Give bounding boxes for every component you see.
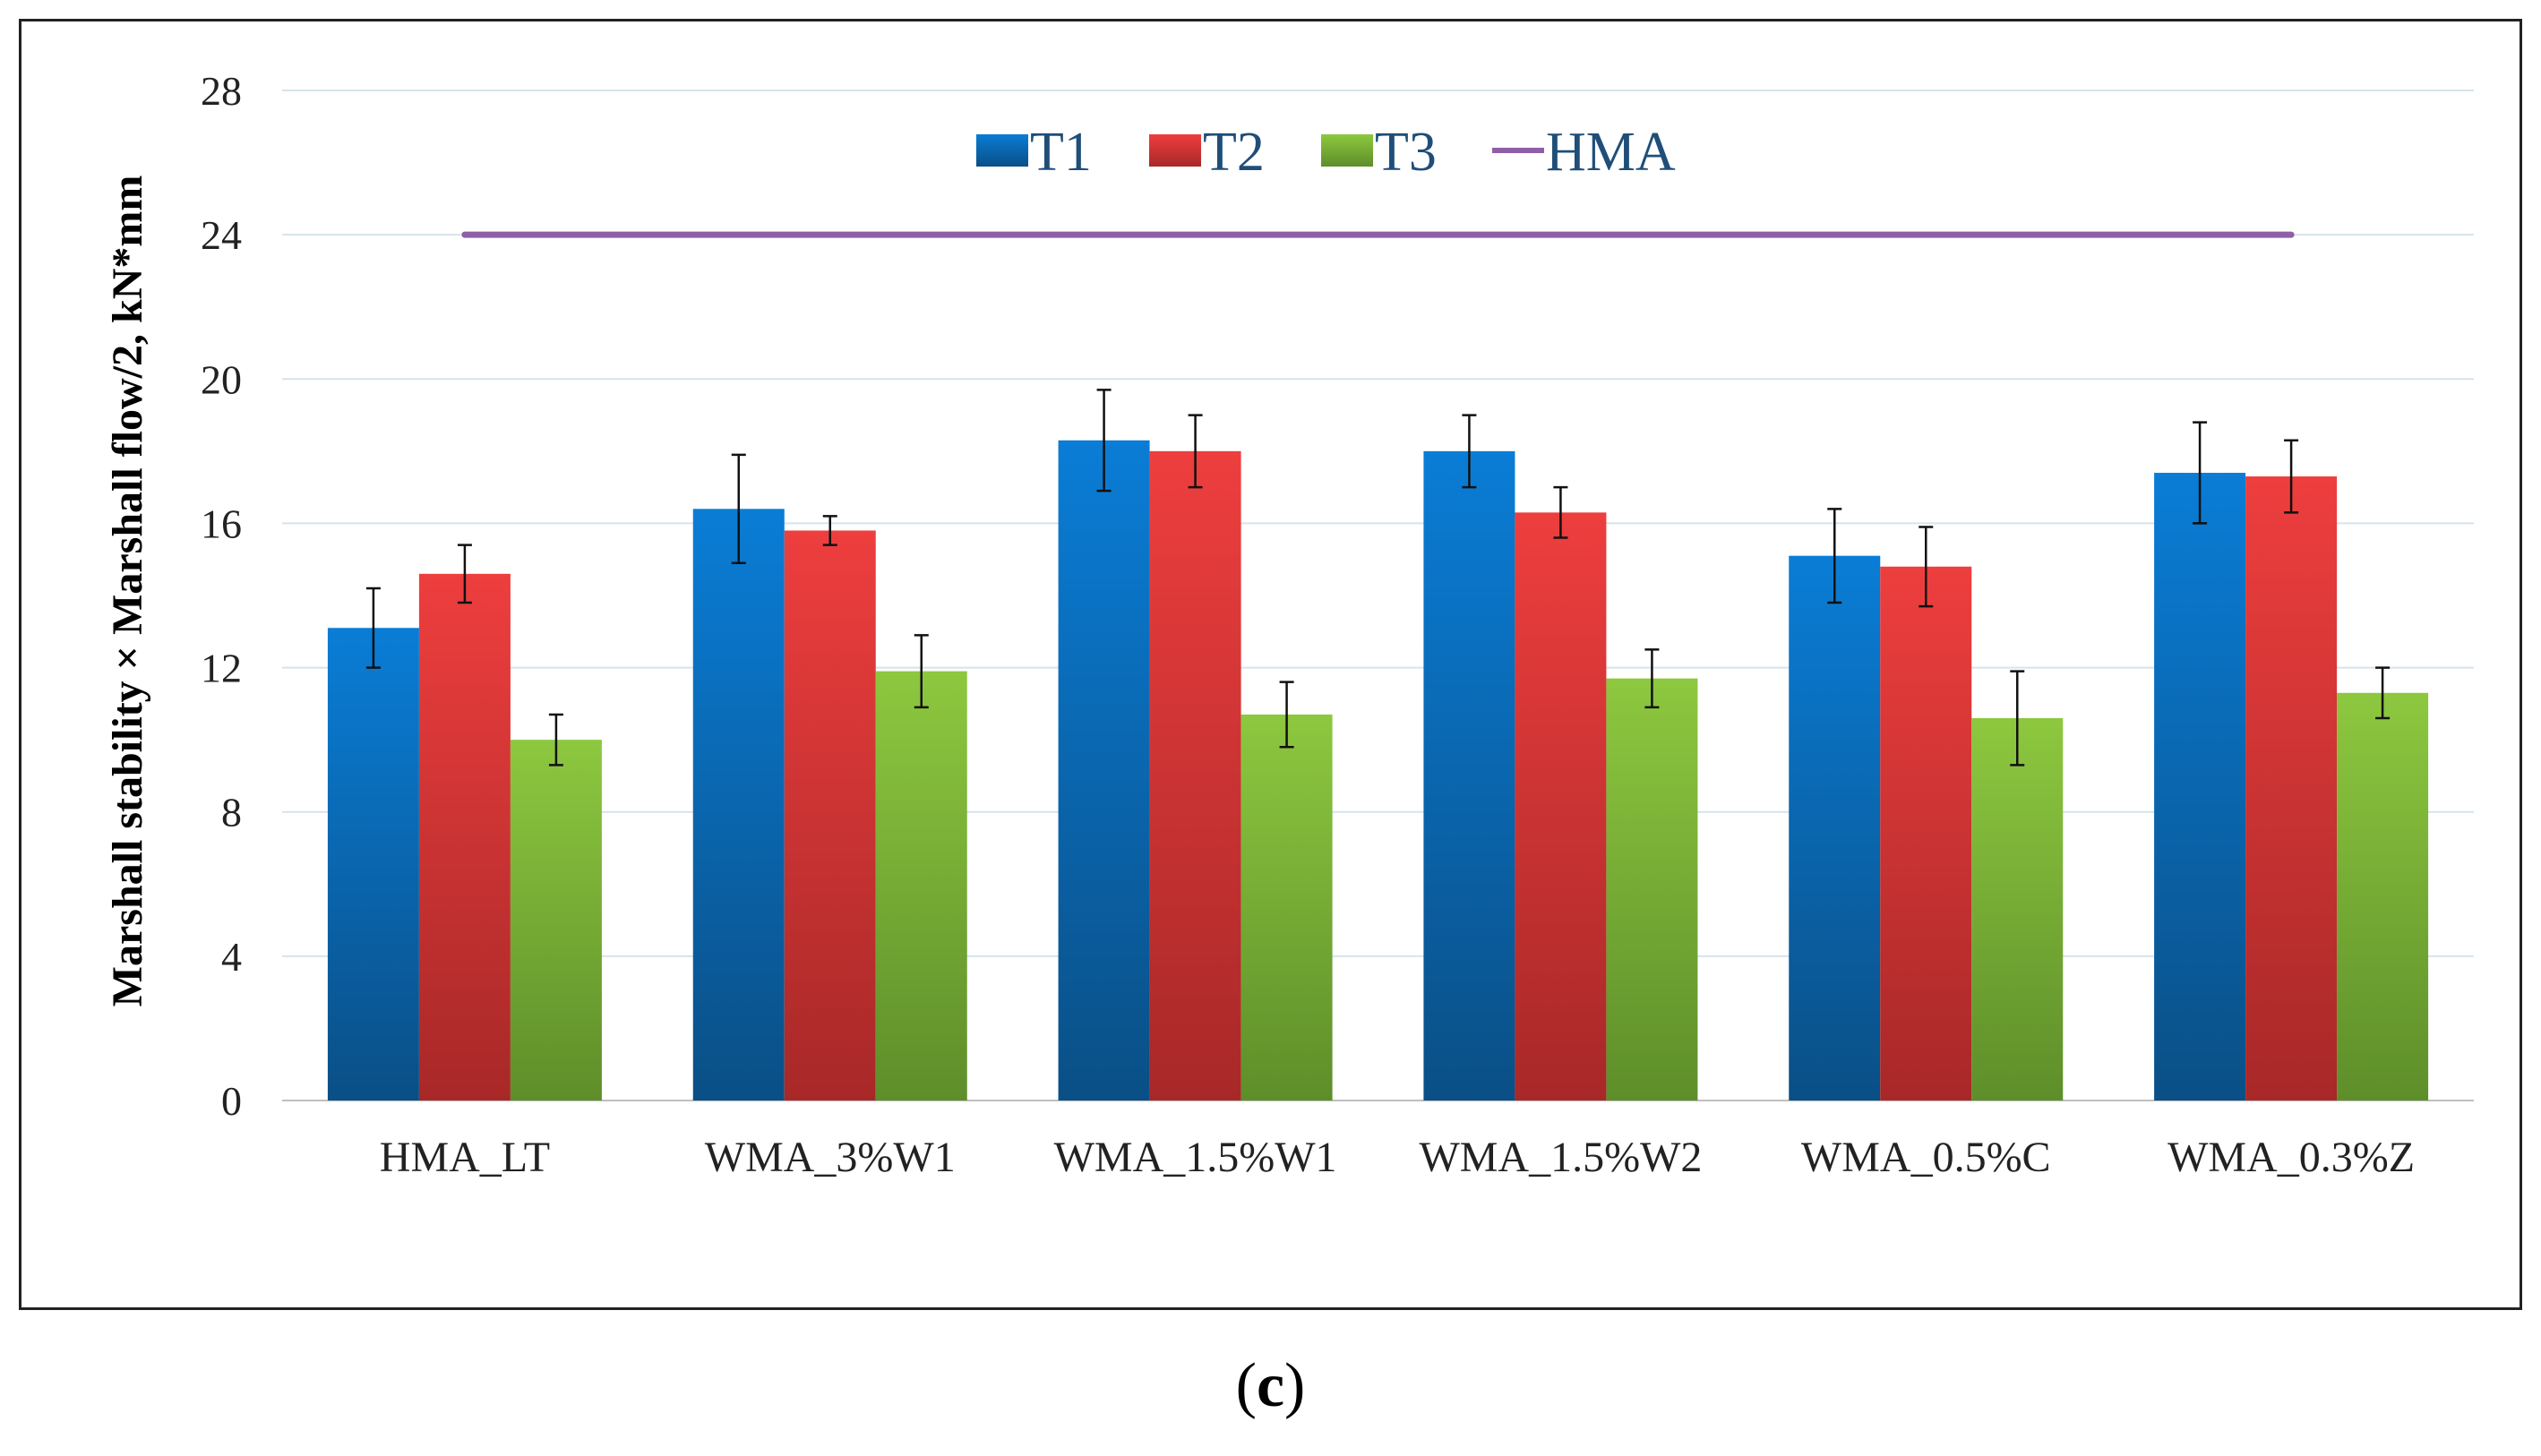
y-tick-label: 28 [201, 68, 242, 114]
bar-t3 [510, 740, 602, 1101]
y-tick-label: 24 [201, 212, 242, 258]
error-bars [365, 389, 2391, 767]
figure-caption: (c) [0, 1350, 2541, 1422]
legend-label-t1: T1 [1030, 122, 1092, 183]
y-tick-label: 8 [221, 790, 242, 835]
x-tick-label: WMA_0.5%C [1801, 1134, 2051, 1181]
gridlines [282, 90, 2474, 1101]
bar-t1 [1058, 440, 1150, 1101]
y-tick-label: 16 [201, 501, 242, 546]
x-tick-label: WMA_1.5%W1 [1054, 1134, 1337, 1181]
caption-letter: c [1256, 1351, 1285, 1420]
caption-open: ( [1235, 1351, 1257, 1420]
legend-label-t2: T2 [1203, 122, 1265, 183]
bar-t3 [1240, 714, 1333, 1101]
legend-swatch-t2 [1149, 134, 1201, 167]
y-tick-label: 12 [201, 646, 242, 691]
legend-swatch-t3 [1321, 134, 1373, 167]
bar-t1 [1789, 555, 1881, 1101]
x-tick-label: WMA_1.5%W2 [1419, 1134, 1702, 1181]
y-tick-label: 0 [221, 1078, 242, 1124]
bar-t2 [1149, 450, 1241, 1101]
bar-t2 [1880, 566, 1972, 1101]
bar-t1 [2154, 473, 2246, 1101]
x-tick-label: WMA_3%W1 [705, 1134, 956, 1181]
x-tick-label: HMA_LT [380, 1134, 550, 1181]
legend: T1 T2 T3 HMA [976, 122, 1676, 183]
x-tick-label: WMA_0.3%Z [2168, 1134, 2415, 1181]
bar-t2 [1515, 512, 1607, 1101]
bar-t3 [1971, 717, 2064, 1101]
bar-t2 [2245, 476, 2338, 1101]
legend-label-t3: T3 [1375, 122, 1437, 183]
bar-t3 [1606, 678, 1698, 1101]
bar-t3 [2337, 692, 2429, 1101]
legend-label-hma: HMA [1546, 122, 1676, 183]
bar-t1 [1423, 450, 1515, 1101]
caption-close: ) [1284, 1351, 1306, 1420]
bar-t1 [692, 509, 785, 1101]
x-axis-ticks: HMA_LT WMA_3%W1 WMA_1.5%W1 WMA_1.5%W2 WMA_0.… [380, 1134, 2415, 1181]
y-axis-ticks: 0 4 8 12 16 20 24 28 [201, 68, 242, 1124]
bar-t2 [418, 573, 511, 1101]
bar-t2 [784, 530, 876, 1101]
legend-swatch-t1 [976, 134, 1028, 167]
y-axis-label: Marshall stability × Marshall flow/2, kN… [104, 176, 151, 1007]
bar-t3 [875, 671, 967, 1101]
chart-frame [19, 19, 2522, 1310]
bar-t1 [327, 628, 419, 1101]
y-tick-label: 20 [201, 356, 242, 402]
y-tick-label: 4 [221, 934, 242, 980]
bars [327, 440, 2429, 1101]
